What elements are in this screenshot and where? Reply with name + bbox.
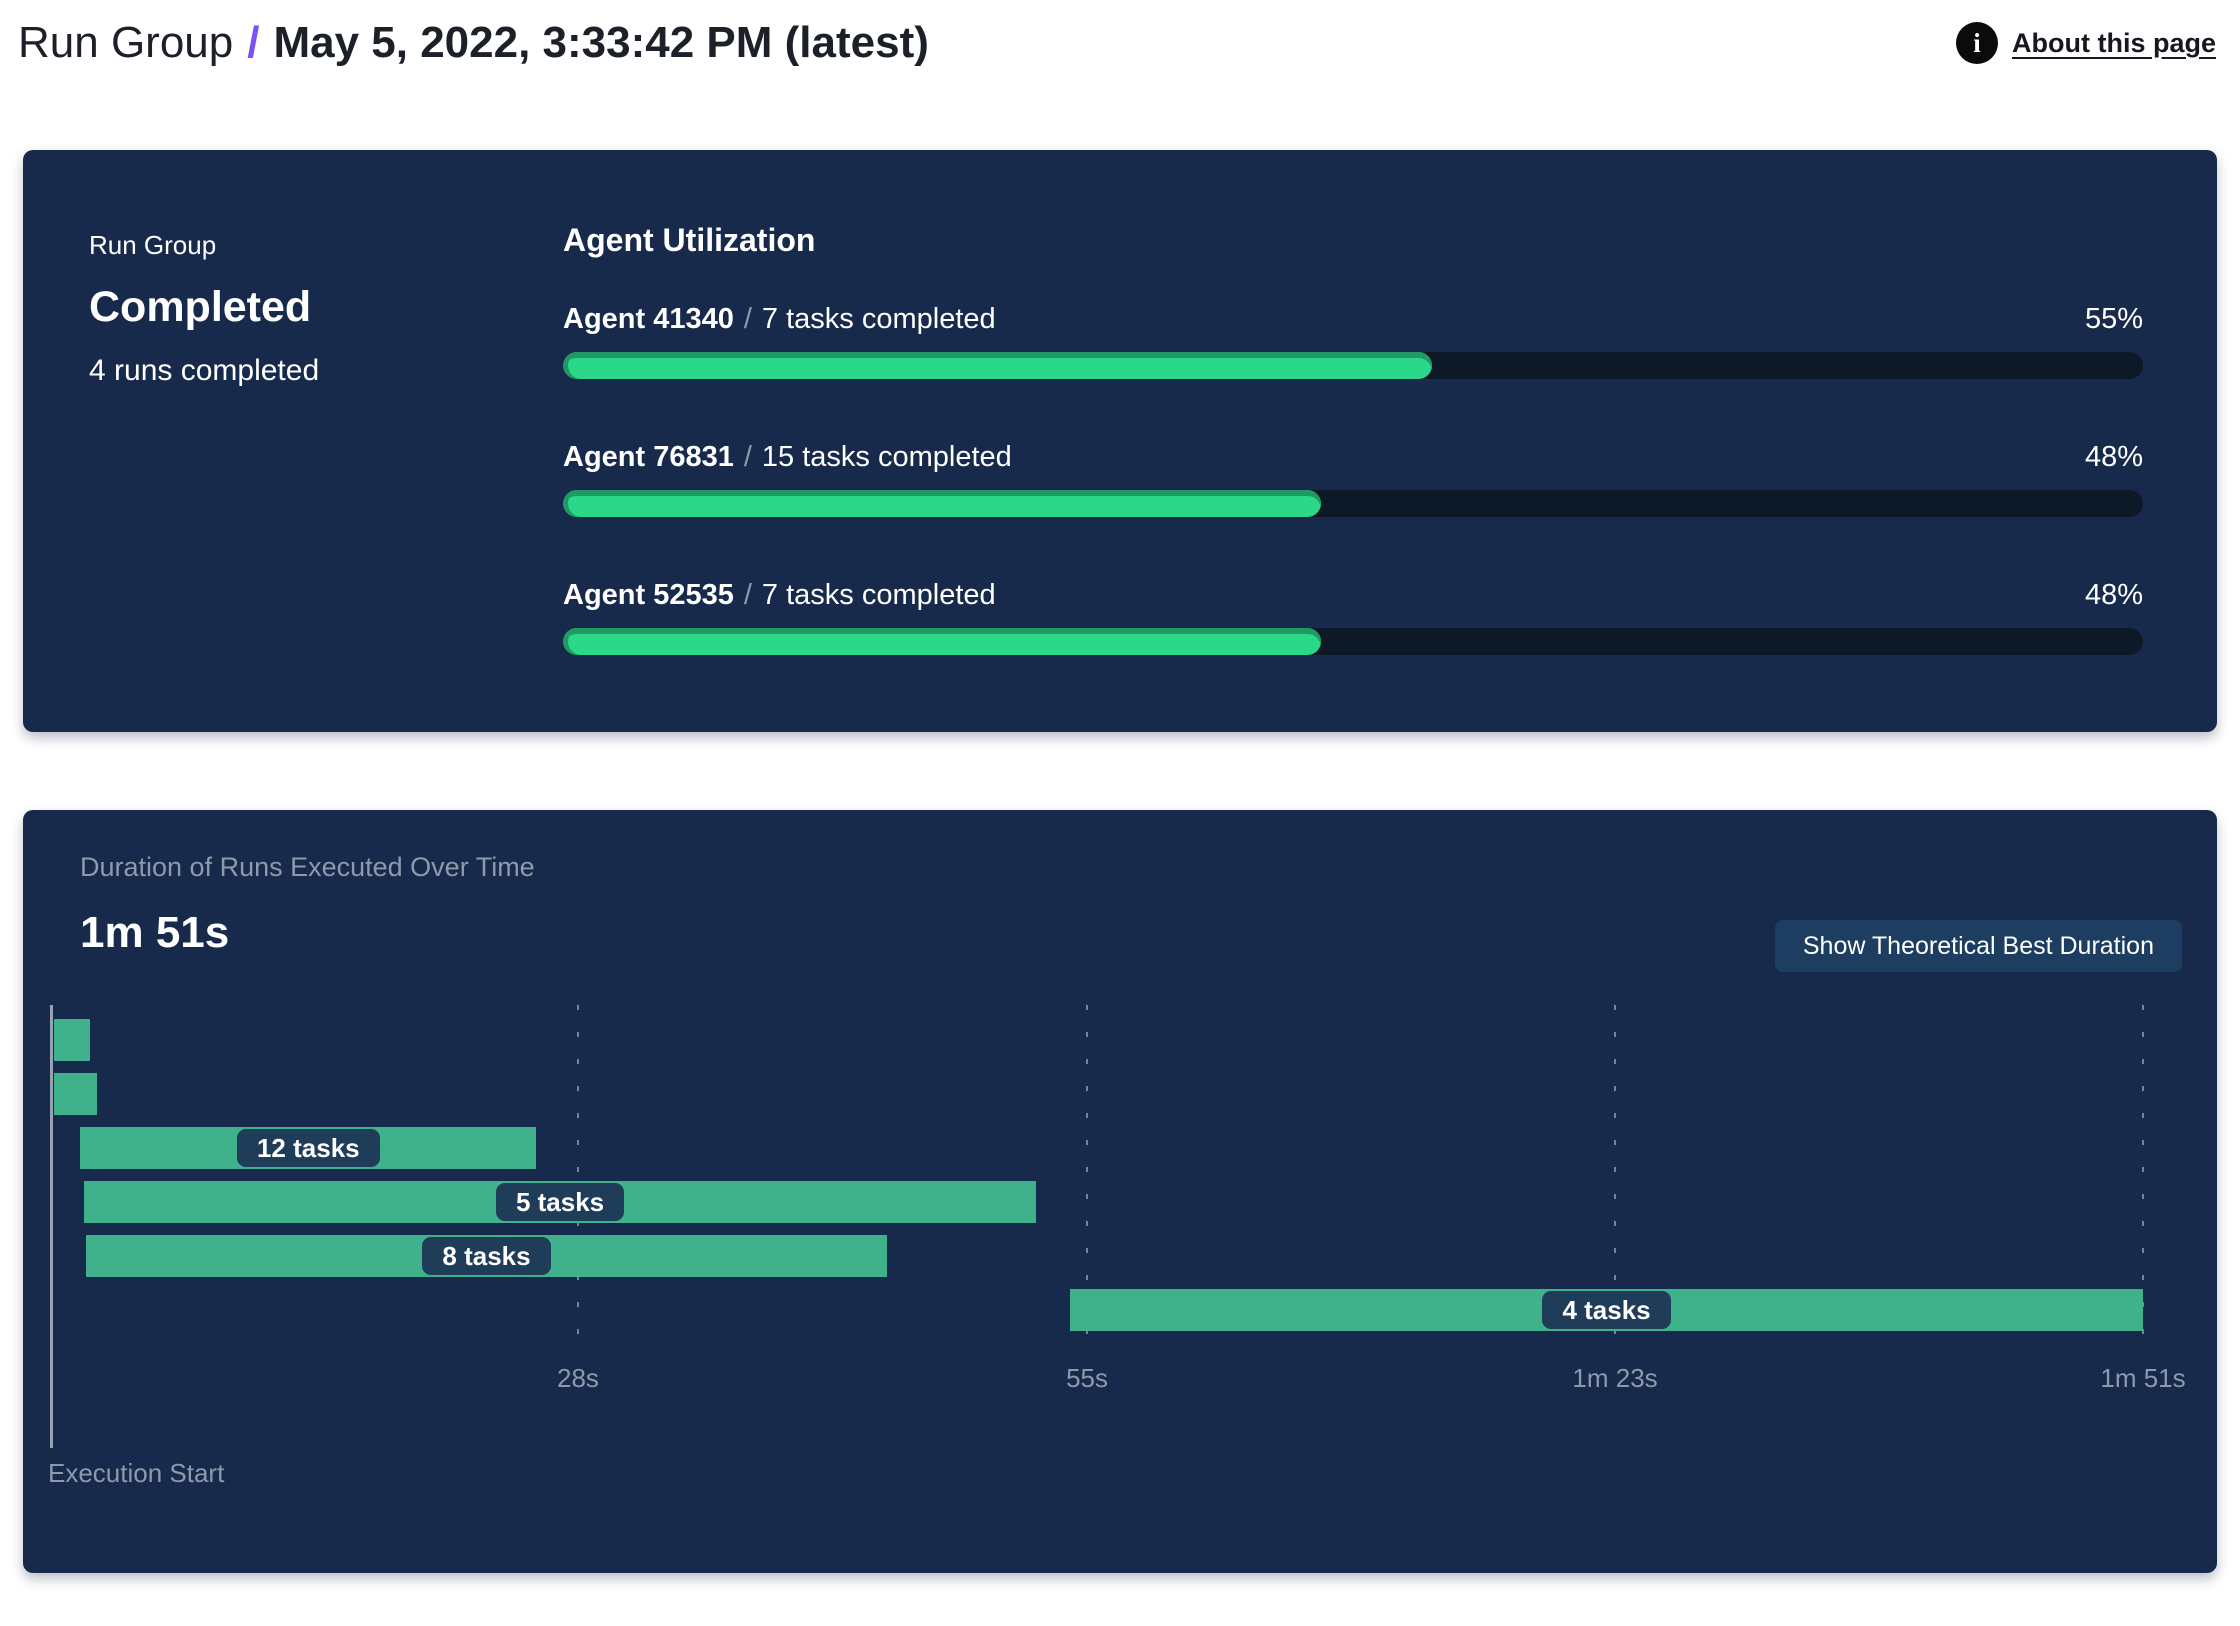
agent-utilization-percent: 48% [2084,441,2143,473]
agent-utilization-row: Agent 52535 / 7 tasks completed 48% [563,579,2143,655]
agent-utilization-percent: 48% [2084,579,2143,611]
y-axis-line [50,1005,53,1448]
time-tick-label: 28s [556,1363,599,1393]
agent-tasks-completed: 15 tasks completed [761,441,1012,473]
agent-id: Agent 76831 [563,441,734,473]
agent-id: Agent 52535 [563,579,734,611]
agent-utilization-section: Agent Utilization Agent 41340 / 7 tasks co… [563,150,2217,732]
time-gridline [1086,1005,1089,1355]
page-header: Run Group / May 5, 2022, 3:33:42 PM (lat… [18,8,2216,78]
info-icon[interactable]: i [1956,22,1998,64]
run-group-panel: Run Group Completed 4 runs completed Age… [23,150,2217,732]
runs-completed-text: 4 runs completed [89,354,320,387]
execution-start-label: Execution Start [48,1458,225,1488]
breadcrumb-separator: / [247,18,260,67]
about-link-label[interactable]: About this page [2012,27,2216,58]
task-count-pill: 4 tasks [1542,1291,1671,1329]
utilization-progress-track [563,490,2143,517]
agent-separator: / [743,579,752,611]
gantt-chart-area: 28s 55s 1m 23s 1m 51s 12 tasks 5 tasks 8 tasks… [50,1005,2186,1393]
time-tick-label: 55s [1066,1363,1109,1393]
summary-label: Run Group [89,230,217,260]
chart-subtitle: Duration of Runs Executed Over Time [80,852,535,882]
agent-utilization-rows: Agent 41340 / 7 tasks completed 55% Agent … [563,303,2143,655]
task-count-pill: 12 tasks [236,1129,380,1167]
agent-separator: / [743,303,752,335]
duration-chart-panel: Duration of Runs Executed Over Time 1m 5… [23,810,2217,1573]
run-gantt-bar[interactable]: 4 tasks [1070,1289,2143,1331]
utilization-progress-track [563,628,2143,655]
agent-utilization-percent: 55% [2084,303,2143,335]
time-gridline [576,1005,579,1355]
page-title: May 5, 2022, 3:33:42 PM (latest) [273,18,929,67]
time-gridline [2142,1005,2144,1355]
utilization-progress-fill [563,352,1432,379]
agent-utilization-row: Agent 41340 / 7 tasks completed 55% [563,303,2143,379]
about-this-page-link[interactable]: i About this page [1956,22,2216,64]
agent-separator: / [743,441,752,473]
run-gantt-bar[interactable]: 12 tasks [80,1127,537,1169]
run-gantt-bar[interactable]: 5 tasks [83,1181,1037,1223]
run-group-summary: Run Group Completed 4 runs completed [23,150,563,732]
time-tick-label: 1m 23s [1572,1363,1658,1393]
task-count-pill: 5 tasks [495,1183,625,1221]
time-gridline [1614,1005,1617,1355]
utilization-progress-fill [563,628,1322,655]
utilization-progress-fill [563,490,1322,517]
status-text: Completed [89,283,312,331]
agent-tasks-completed: 7 tasks completed [761,303,996,335]
task-count-pill: 8 tasks [422,1237,551,1275]
breadcrumb-root: Run Group [18,18,234,67]
time-tick-label: 1m 51s [2100,1363,2186,1393]
run-gantt-bar[interactable]: 8 tasks [85,1235,888,1277]
breadcrumb: Run Group / May 5, 2022, 3:33:42 PM (lat… [18,18,929,68]
agent-tasks-completed: 7 tasks completed [761,579,996,611]
total-duration-value: 1m 51s [80,908,230,957]
utilization-progress-track [563,352,2143,379]
run-gantt-bar[interactable] [53,1019,90,1061]
show-theoretical-best-duration-button[interactable]: Show Theoretical Best Duration [1774,920,2182,972]
agent-id: Agent 41340 [563,303,734,335]
agent-utilization-title: Agent Utilization [563,222,816,258]
agent-utilization-row: Agent 76831 / 15 tasks completed 48% [563,441,2143,517]
run-gantt-bar[interactable] [53,1073,98,1115]
